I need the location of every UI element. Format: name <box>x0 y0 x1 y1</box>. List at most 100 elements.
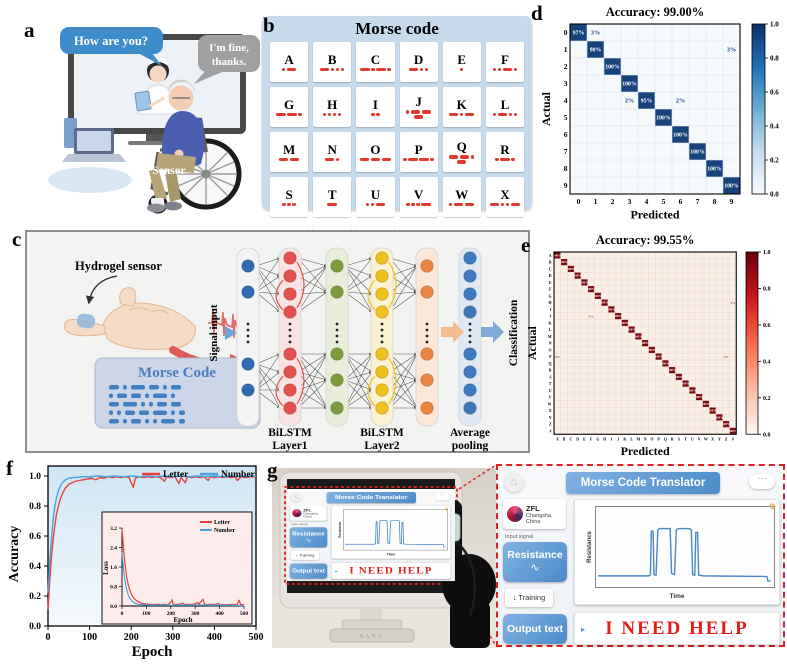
svg-text:100%: 100% <box>615 314 622 318</box>
svg-text:0.2: 0.2 <box>770 157 779 165</box>
svg-text:100%: 100% <box>554 253 561 257</box>
svg-text:Q: Q <box>548 362 551 366</box>
svg-text:400: 400 <box>215 611 224 617</box>
morse-cell: L <box>485 87 524 127</box>
svg-text:100%: 100% <box>561 260 568 264</box>
svg-text:How are you?: How are you? <box>74 34 148 48</box>
svg-text:F: F <box>590 438 593 442</box>
svg-text:0.4: 0.4 <box>770 123 779 131</box>
logo-avatar <box>507 506 523 522</box>
svg-text:E: E <box>549 281 552 285</box>
matrix-diagonal-cell <box>615 313 622 320</box>
morse-cell: O <box>356 132 395 172</box>
svg-text:J: J <box>550 315 552 319</box>
morse-cell: Q <box>442 132 481 172</box>
svg-text:0.6: 0.6 <box>770 89 779 97</box>
svg-text:0: 0 <box>46 632 51 643</box>
matrix-diagonal-cell <box>672 126 689 143</box>
matrix-diagonal-cell <box>689 143 706 160</box>
panel-b-label: b <box>263 13 275 37</box>
svg-text:500: 500 <box>249 632 264 643</box>
resistance-button[interactable]: Resistance ∿ <box>503 542 567 582</box>
digit-confusion-matrix: Accuracy: 99.00%97%0098%11100%22100%3395… <box>540 5 779 222</box>
svg-text:0.0: 0.0 <box>29 622 41 632</box>
svg-text:Letter: Letter <box>163 470 189 480</box>
svg-text:1.0: 1.0 <box>29 472 41 482</box>
svg-text:H: H <box>603 438 606 442</box>
matrix-diagonal-cell <box>706 160 723 177</box>
signal-chart-card: Resistance Time ⚙ <box>574 499 780 605</box>
menu-button[interactable]: ··· <box>749 474 775 489</box>
svg-text:100%: 100% <box>642 341 649 345</box>
svg-text:S: S <box>549 375 551 379</box>
matrix-diagonal-cell <box>570 24 587 41</box>
matrix-diagonal-cell <box>581 279 588 286</box>
svg-text:T: T <box>684 438 687 442</box>
svg-text:3%: 3% <box>724 355 729 359</box>
matrix-diagonal-cell <box>608 306 615 313</box>
logo-card: ZFL Changsha, China <box>503 499 566 529</box>
matrix-diagonal-cell <box>723 421 730 428</box>
hydrogel-sensor-label: Hydrogel sensor <box>75 259 162 273</box>
svg-text:100%: 100% <box>696 395 703 399</box>
output-text-button[interactable]: Output text <box>503 614 567 644</box>
morse-cell: H <box>313 87 352 127</box>
app-inset: ⌂ Morse Code Translator ··· ZFL Changsha… <box>496 464 785 647</box>
morse-cell: X <box>485 177 524 217</box>
svg-text:0.0: 0.0 <box>110 604 117 610</box>
matrix-diagonal-cell <box>642 340 649 347</box>
panel-a-label: a <box>24 18 35 42</box>
svg-text:L: L <box>549 328 552 332</box>
svg-text:300: 300 <box>165 632 180 643</box>
svg-text:400: 400 <box>207 632 222 643</box>
matrix-diagonal-cell <box>561 259 568 266</box>
matrix-diagonal-cell <box>621 319 628 326</box>
svg-text:100%: 100% <box>601 301 608 305</box>
svg-text:100%: 100% <box>723 422 730 426</box>
svg-text:8: 8 <box>713 197 717 206</box>
matrix-diagonal-cell <box>604 58 621 75</box>
svg-text:O: O <box>650 438 653 442</box>
svg-text:2.4: 2.4 <box>110 546 117 552</box>
svg-text:100%: 100% <box>682 382 689 386</box>
svg-text:X: X <box>549 409 552 413</box>
svg-text:V: V <box>549 396 552 400</box>
morse-cell: N <box>313 132 352 172</box>
svg-text:B: B <box>563 438 566 442</box>
svg-text:Y: Y <box>549 416 552 420</box>
morse-cell: T <box>313 177 352 217</box>
svg-text:C: C <box>549 267 552 271</box>
svg-text:100%: 100% <box>608 307 615 311</box>
svg-text:4: 4 <box>564 96 568 105</box>
svg-text:F: F <box>549 288 552 292</box>
svg-text:100%: 100% <box>588 287 595 291</box>
settings-gear-icon[interactable]: ⚙ <box>768 502 776 511</box>
svg-text:W: W <box>704 438 708 442</box>
morse-card-title: Morse Code <box>138 365 216 381</box>
svg-text:3: 3 <box>628 197 632 206</box>
svg-text:100: 100 <box>142 611 151 617</box>
home-button[interactable]: ⌂ <box>504 472 524 492</box>
svg-text:100%: 100% <box>574 274 581 278</box>
svg-text:Accuracy: 99.55%: Accuracy: 99.55% <box>596 233 695 247</box>
matrix-diagonal-cell <box>621 75 638 92</box>
svg-text:300: 300 <box>191 611 200 617</box>
svg-text:100: 100 <box>82 632 97 643</box>
svg-text:R: R <box>671 438 674 442</box>
morse-cell: R <box>485 132 524 172</box>
network-diagram: Hydrogel sensor Morse Code Signal input … <box>25 230 530 453</box>
svg-text:100%: 100% <box>605 65 620 71</box>
svg-text:Z: Z <box>725 438 728 442</box>
svg-text:3.2: 3.2 <box>110 526 117 532</box>
svg-text:0.8: 0.8 <box>29 502 41 512</box>
svg-text:0.8: 0.8 <box>770 55 779 63</box>
svg-text:D: D <box>576 438 579 442</box>
svg-text:X: X <box>711 438 714 442</box>
matrix-diagonal-cell <box>662 360 669 367</box>
svg-text:G: G <box>548 294 551 298</box>
training-button[interactable]: ↓ Training <box>505 589 553 607</box>
svg-text:100%: 100% <box>716 415 723 419</box>
svg-text:3%: 3% <box>730 301 735 305</box>
svg-text:N: N <box>549 342 552 346</box>
svg-text:7: 7 <box>696 197 700 206</box>
